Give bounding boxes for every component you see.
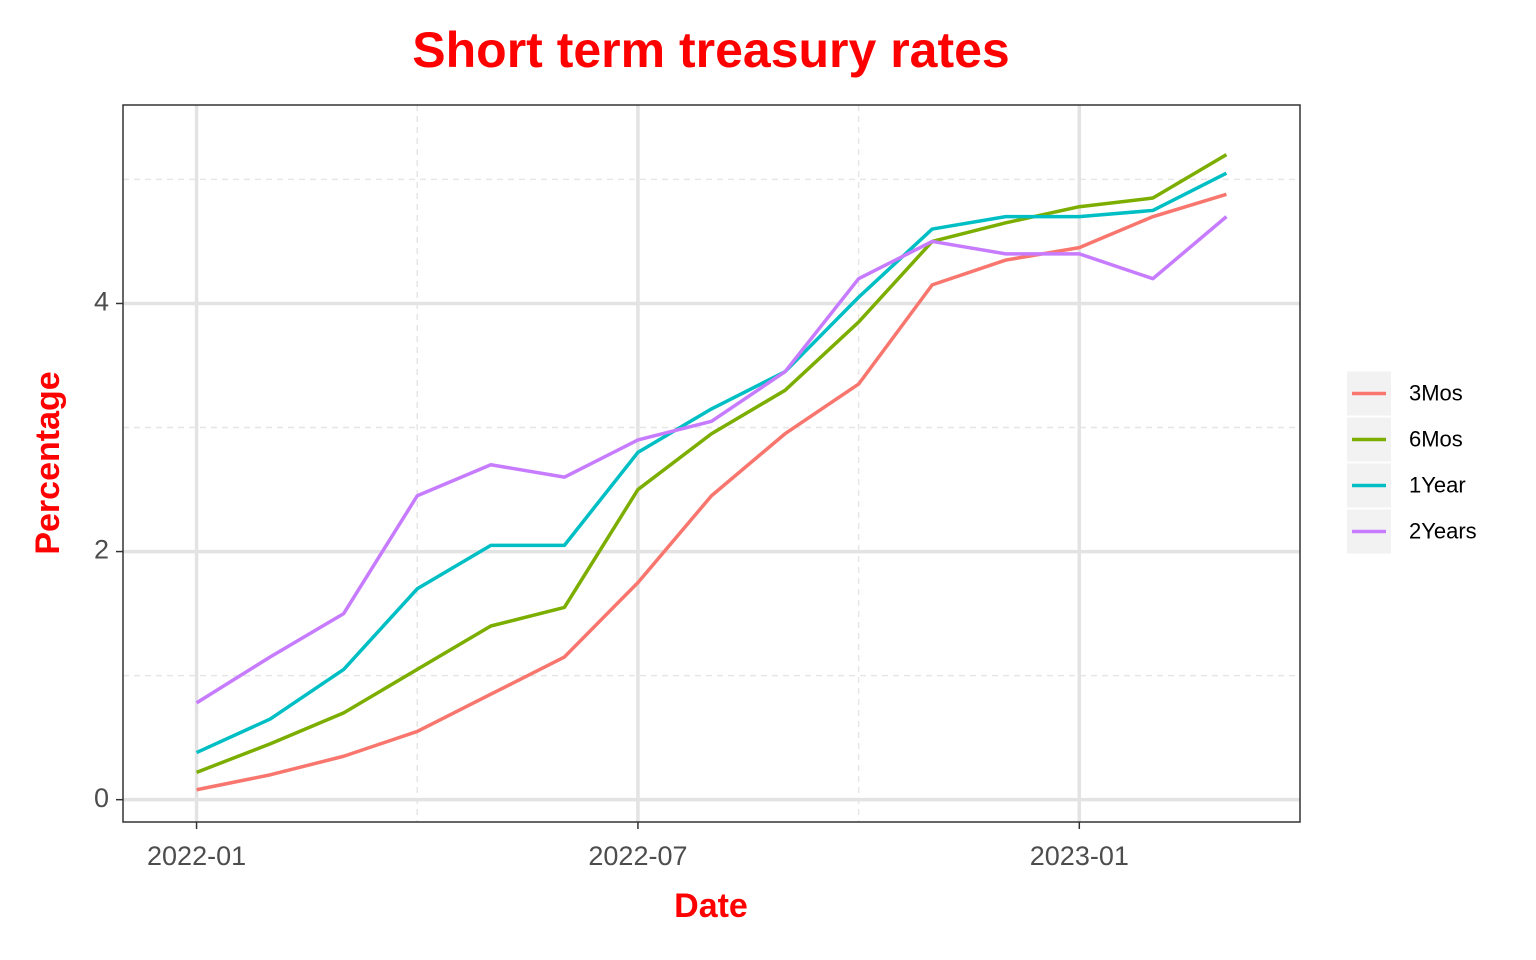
chart-title: Short term treasury rates — [412, 22, 1009, 78]
legend-label: 1Year — [1409, 472, 1466, 497]
x-tick-label: 2022-01 — [147, 841, 246, 871]
plot-border — [122, 104, 1301, 823]
series-line — [196, 192, 1227, 792]
y-axis-title: Percentage — [29, 371, 67, 554]
y-tick-label: 4 — [94, 287, 109, 317]
legend-label: 3Mos — [1409, 380, 1463, 405]
y-tick-label: 0 — [94, 783, 109, 813]
x-tick-label: 2022-07 — [588, 841, 687, 871]
y-tick-label: 2 — [94, 535, 109, 565]
x-axis-title: Date — [674, 887, 748, 925]
series-line — [195, 153, 1228, 775]
legend-label: 2Years — [1409, 518, 1477, 543]
x-tick-label: 2023-01 — [1030, 841, 1129, 871]
legend-label: 6Mos — [1409, 426, 1463, 451]
series-line — [195, 215, 1228, 705]
series-line — [195, 171, 1228, 755]
